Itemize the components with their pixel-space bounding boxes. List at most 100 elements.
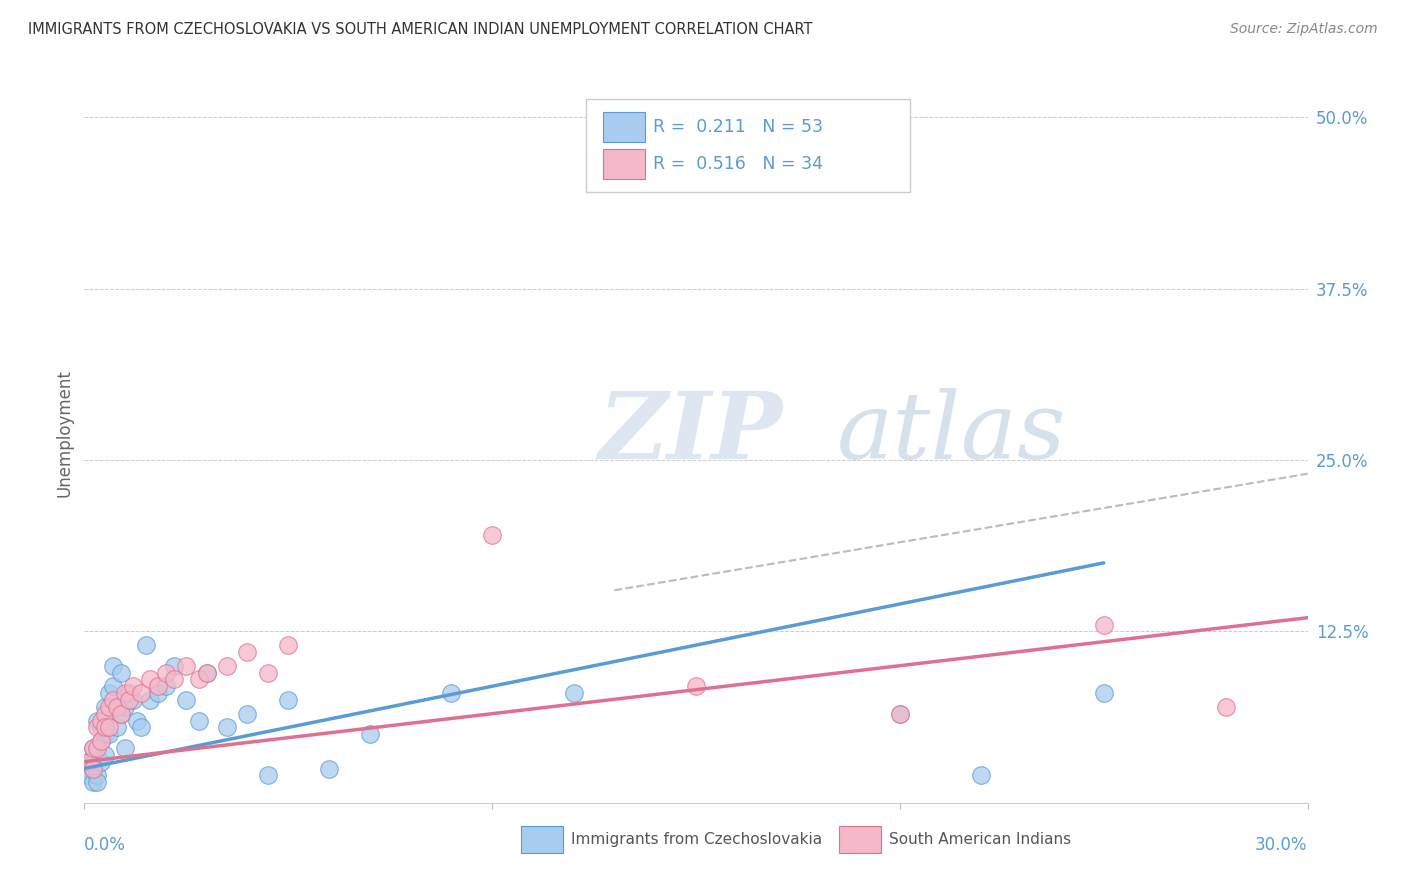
Point bbox=[110, 706, 132, 721]
FancyBboxPatch shape bbox=[603, 112, 644, 143]
Text: South American Indians: South American Indians bbox=[889, 832, 1071, 847]
Point bbox=[122, 679, 145, 693]
Point bbox=[90, 734, 112, 748]
Point bbox=[277, 638, 299, 652]
Point bbox=[97, 686, 120, 700]
Point bbox=[257, 665, 280, 680]
Point bbox=[257, 768, 280, 782]
Point bbox=[93, 699, 115, 714]
Point bbox=[101, 679, 124, 693]
FancyBboxPatch shape bbox=[603, 149, 644, 179]
Point bbox=[105, 699, 128, 714]
Point bbox=[90, 714, 112, 728]
Point bbox=[105, 699, 128, 714]
Point bbox=[86, 741, 108, 756]
Point bbox=[86, 741, 108, 756]
Text: Immigrants from Czechoslovakia: Immigrants from Czechoslovakia bbox=[571, 832, 823, 847]
Point bbox=[114, 686, 136, 700]
Point bbox=[195, 665, 218, 680]
Point bbox=[118, 693, 141, 707]
Point bbox=[187, 714, 209, 728]
Point bbox=[86, 714, 108, 728]
Point bbox=[82, 741, 104, 756]
Point bbox=[195, 665, 218, 680]
Point bbox=[440, 686, 463, 700]
Point bbox=[163, 658, 186, 673]
Y-axis label: Unemployment: Unemployment bbox=[55, 368, 73, 497]
Point bbox=[1215, 699, 1237, 714]
FancyBboxPatch shape bbox=[586, 99, 910, 192]
Point bbox=[155, 679, 177, 693]
Point bbox=[93, 706, 115, 721]
Point bbox=[277, 693, 299, 707]
Point bbox=[93, 747, 115, 762]
Point bbox=[155, 665, 177, 680]
Point bbox=[889, 706, 911, 721]
Point bbox=[110, 706, 132, 721]
Point bbox=[138, 693, 160, 707]
Point bbox=[118, 686, 141, 700]
Text: atlas: atlas bbox=[837, 388, 1066, 477]
Point bbox=[481, 528, 503, 542]
Point bbox=[93, 720, 115, 734]
Point bbox=[174, 658, 197, 673]
Point bbox=[77, 755, 100, 769]
Point bbox=[77, 768, 100, 782]
Point bbox=[318, 762, 340, 776]
Point bbox=[359, 727, 381, 741]
Point bbox=[685, 679, 707, 693]
Point bbox=[889, 706, 911, 721]
Text: 30.0%: 30.0% bbox=[1256, 836, 1308, 855]
Point bbox=[146, 679, 169, 693]
FancyBboxPatch shape bbox=[839, 827, 880, 853]
Point bbox=[97, 720, 120, 734]
Point bbox=[86, 720, 108, 734]
Point bbox=[562, 686, 585, 700]
FancyBboxPatch shape bbox=[522, 827, 562, 853]
Point bbox=[685, 137, 707, 152]
Point bbox=[114, 699, 136, 714]
Point bbox=[236, 706, 259, 721]
Point bbox=[187, 673, 209, 687]
Point bbox=[110, 665, 132, 680]
Point bbox=[97, 706, 120, 721]
Point bbox=[93, 714, 115, 728]
Point bbox=[90, 720, 112, 734]
Text: 0.0%: 0.0% bbox=[84, 836, 127, 855]
Point bbox=[217, 658, 239, 673]
Point bbox=[93, 727, 115, 741]
Point bbox=[174, 693, 197, 707]
Point bbox=[101, 693, 124, 707]
Point bbox=[97, 699, 120, 714]
Point bbox=[131, 720, 153, 734]
Point bbox=[77, 762, 100, 776]
Point bbox=[82, 775, 104, 789]
Point bbox=[114, 741, 136, 756]
Text: R =  0.516   N = 34: R = 0.516 N = 34 bbox=[654, 155, 823, 173]
Point bbox=[105, 720, 128, 734]
Point bbox=[138, 673, 160, 687]
Text: ZIP: ZIP bbox=[598, 388, 782, 477]
Point bbox=[122, 693, 145, 707]
Point bbox=[1092, 686, 1115, 700]
Text: R =  0.211   N = 53: R = 0.211 N = 53 bbox=[654, 119, 823, 136]
Point bbox=[101, 658, 124, 673]
Point bbox=[1092, 617, 1115, 632]
Point bbox=[82, 762, 104, 776]
Point bbox=[127, 714, 149, 728]
Point bbox=[90, 755, 112, 769]
Point bbox=[82, 762, 104, 776]
Point bbox=[77, 755, 100, 769]
Point bbox=[97, 727, 120, 741]
Point bbox=[217, 720, 239, 734]
Point bbox=[135, 638, 157, 652]
Point bbox=[131, 686, 153, 700]
Point bbox=[90, 734, 112, 748]
Point bbox=[163, 673, 186, 687]
Point bbox=[236, 645, 259, 659]
Point bbox=[146, 686, 169, 700]
Point bbox=[970, 768, 993, 782]
Point bbox=[82, 755, 104, 769]
Point bbox=[86, 775, 108, 789]
Text: Source: ZipAtlas.com: Source: ZipAtlas.com bbox=[1230, 22, 1378, 37]
